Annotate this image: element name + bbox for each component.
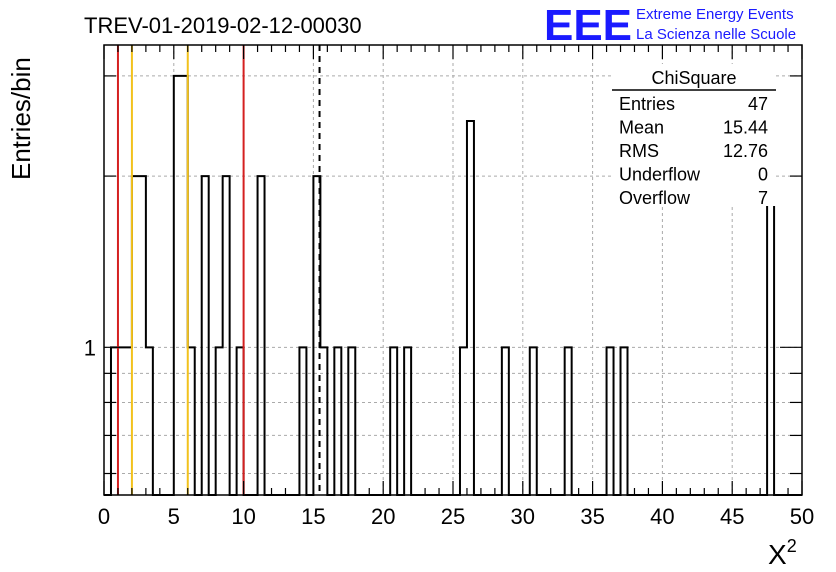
stats-row-value: 0 [758, 165, 768, 185]
stats-row-label: Overflow [619, 188, 691, 208]
histogram-bar [299, 347, 306, 495]
y-tick-labels: 1 [84, 335, 96, 360]
stats-row-label: Mean [619, 118, 664, 138]
histogram-bar [334, 347, 341, 495]
histogram-bar [404, 347, 411, 495]
histogram-bar [202, 176, 209, 495]
y-tick-label: 1 [84, 335, 96, 360]
chart-title: TREV-01-2019-02-12-00030 [84, 13, 362, 38]
logo-line1: Extreme Energy Events [636, 6, 794, 23]
histogram-bar [320, 347, 327, 495]
histogram-bar [132, 176, 139, 495]
histogram-bar [530, 347, 537, 495]
x-tick-label: 20 [371, 504, 395, 529]
x-tick-label: 35 [580, 504, 604, 529]
stats-box: ChiSquare Entries 47 Mean 15.44 RMS 12.76 Unde… [612, 64, 776, 208]
histogram-bar [146, 347, 153, 495]
histogram-bar [502, 347, 509, 495]
histogram-bar [258, 176, 265, 495]
y-axis-label: Entries/bin [6, 57, 36, 180]
histogram-bar [188, 347, 195, 495]
histogram-bar [111, 347, 118, 495]
logo-line2: La Scienza nelle Scuole [636, 26, 796, 43]
x-tick-label: 50 [790, 504, 814, 529]
histogram-bar [460, 347, 467, 495]
histogram-bar [139, 176, 146, 495]
eee-logo: EEE Extreme Energy Events La Scienza nel… [544, 1, 796, 50]
stats-row-value: 15.44 [723, 118, 768, 138]
x-tick-label: 15 [301, 504, 325, 529]
x-tick-label: 45 [720, 504, 744, 529]
stats-row-label: Underflow [619, 165, 701, 185]
x-tick-label: 30 [511, 504, 535, 529]
stats-row-label: Entries [619, 94, 675, 114]
stats-row-label: RMS [619, 141, 659, 161]
x-tick-label: 40 [650, 504, 674, 529]
stats-row-value: 47 [748, 94, 768, 114]
histogram-bar [125, 347, 132, 495]
histogram-bar [565, 347, 572, 495]
histogram-bar [216, 347, 223, 495]
histogram-bar [607, 347, 614, 495]
x-axis-label: X2 [768, 536, 797, 570]
histogram-bar [181, 76, 188, 495]
stats-row-value: 7 [758, 188, 768, 208]
stats-title: ChiSquare [651, 68, 736, 88]
histogram-bar [767, 176, 774, 495]
x-tick-label: 5 [168, 504, 180, 529]
x-tick-label: 25 [441, 504, 465, 529]
grid-lines [104, 45, 802, 495]
histogram-bar [223, 176, 230, 495]
eee-logo-text: EEE [544, 1, 632, 50]
x-tick-label: 0 [98, 504, 110, 529]
axis-ticks [103, 45, 803, 495]
histogram-bar [118, 347, 125, 495]
histogram-bar [621, 347, 628, 495]
histogram-bar [237, 347, 244, 495]
histogram-bar [467, 121, 474, 495]
histogram-bar [174, 76, 181, 495]
histogram-bar [348, 347, 355, 495]
stats-row-value: 12.76 [723, 141, 768, 161]
histogram-bar [390, 347, 397, 495]
reference-lines [116, 45, 321, 495]
x-tick-label: 10 [231, 504, 255, 529]
x-tick-labels: 0 5 10 15 20 25 30 35 40 45 50 [98, 504, 814, 529]
